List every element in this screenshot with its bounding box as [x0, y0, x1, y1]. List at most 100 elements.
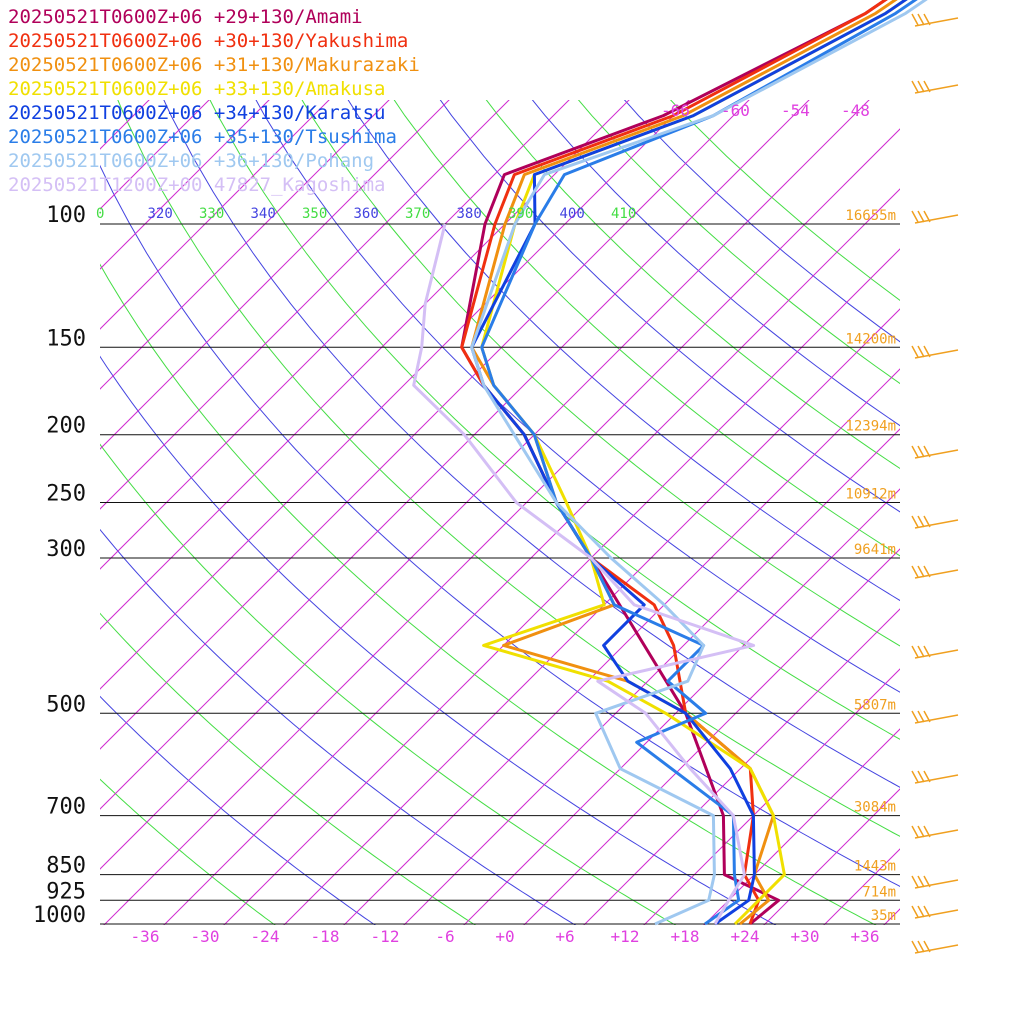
legend-entry: 20250521T0600Z+06 +35+130/Tsushima	[8, 126, 397, 148]
dry-adiabat-line	[347, 100, 900, 602]
sounding-line	[470, 0, 908, 926]
dry-adiabat-line	[100, 164, 900, 888]
isotherm-line	[100, 100, 870, 870]
legend-entry: 20250521T0600Z+06 +34+130/Karatsu	[8, 102, 386, 124]
isotherm-line	[100, 100, 630, 630]
dry-adiabats	[100, 100, 900, 925]
isotherm-line	[100, 100, 690, 690]
height-label: 9641m	[854, 542, 896, 558]
theta-label: 370	[405, 206, 430, 222]
theta-label: 360	[354, 206, 379, 222]
wind-barb	[911, 875, 959, 889]
temperature-tick-label: -24	[251, 927, 280, 946]
temperature-tick-label: -30	[191, 927, 220, 946]
isotherm-line	[583, 608, 900, 925]
temperature-tick-label: +6	[555, 927, 574, 946]
isotherm-line	[703, 728, 900, 925]
isotherm-top-label: -60	[721, 101, 750, 120]
isotherm-line	[763, 788, 900, 925]
isotherm-line	[100, 100, 510, 510]
height-label: 16655m	[845, 208, 896, 224]
theta-label: 340	[251, 206, 276, 222]
isotherm-line	[163, 188, 900, 925]
wind-barbs	[911, 13, 959, 954]
wind-barb	[911, 905, 959, 919]
theta-label: 320	[148, 206, 173, 222]
height-label: 35m	[871, 908, 896, 924]
isotherm-top-label: -66	[661, 101, 690, 120]
isotherm-line	[223, 248, 900, 925]
height-label: 1443m	[854, 859, 896, 875]
dry-adiabat-line	[100, 443, 677, 925]
pressure-label: 1000	[33, 903, 86, 928]
dry-adiabat-line	[100, 528, 577, 925]
isotherm-top-label: -54	[781, 101, 810, 120]
isotherm-line	[100, 100, 270, 270]
isotherm-line	[283, 308, 900, 925]
height-label: 14200m	[845, 331, 896, 347]
wind-barb	[911, 825, 959, 839]
pressure-label: 250	[46, 482, 86, 507]
wind-barb	[911, 710, 959, 724]
pressure-label: 150	[46, 326, 86, 351]
isotherm-line	[643, 668, 900, 925]
legend-entry: 20250521T1200Z+00 47827_Kagoshima	[8, 174, 386, 196]
theta-label: 330	[199, 206, 224, 222]
wind-barb	[911, 345, 959, 359]
temperature-tick-label: +12	[611, 927, 640, 946]
wind-barb	[911, 645, 959, 659]
dry-adiabat-line	[209, 100, 900, 740]
isotherm-line	[100, 100, 210, 210]
dry-adiabat-line	[623, 100, 900, 343]
pressure-label: 500	[46, 692, 86, 717]
height-label: 5807m	[854, 697, 896, 713]
pressure-label: 700	[46, 795, 86, 820]
height-label: 12394m	[845, 419, 896, 435]
dry-adiabat-line	[100, 263, 877, 925]
theta-label: 400	[560, 206, 585, 222]
wind-barb	[911, 80, 959, 94]
dry-adiabat-line	[393, 100, 900, 557]
temperature-tick-label: +24	[731, 927, 760, 946]
dry-adiabat-line	[100, 612, 476, 925]
temperature-tick-label: +30	[791, 927, 820, 946]
temperature-tick-label: +0	[495, 927, 514, 946]
theta-label: 380	[457, 206, 482, 222]
theta-label: 350	[302, 206, 327, 222]
wind-barb	[911, 445, 959, 459]
sounding-line	[412, 223, 756, 925]
legend-entry: 20250521T0600Z+06 +31+130/Makurazaki	[8, 54, 420, 76]
legend-entry: 20250521T0600Z+06 +29+130/Amami	[8, 6, 363, 28]
wind-barb	[911, 210, 959, 224]
theta-label: 0	[96, 206, 104, 222]
dry-adiabat-line	[100, 778, 276, 925]
dry-adiabat-line	[439, 100, 900, 513]
temperature-tick-label: -6	[435, 927, 454, 946]
dry-adiabat-line	[117, 100, 900, 837]
isotherm-line	[100, 100, 390, 390]
height-label: 3084m	[854, 800, 896, 816]
isotherm-line	[103, 128, 900, 925]
legend-entry: 20250521T0600Z+06 +30+130/Yakushima	[8, 30, 408, 52]
temperature-tick-label: +18	[671, 927, 700, 946]
dry-adiabat-line	[100, 355, 777, 925]
height-label: 714m	[862, 884, 896, 900]
legend-entry: 20250521T0600Z+06 +33+130/Amakusa	[8, 78, 386, 100]
isotherm-line	[343, 368, 900, 925]
dry-adiabat-line	[301, 100, 900, 647]
isotherm-line	[403, 428, 900, 925]
pressure-label: 300	[46, 537, 86, 562]
pressure-gridlines	[100, 223, 900, 925]
sounding-line	[470, 0, 898, 926]
dry-adiabat-line	[100, 695, 376, 925]
pressure-label: 200	[46, 414, 86, 439]
wind-barb	[911, 13, 959, 27]
wind-barb	[911, 770, 959, 784]
temperature-tick-label: -12	[371, 927, 400, 946]
temperature-tick-label: -36	[131, 927, 160, 946]
pressure-label: 850	[46, 854, 86, 879]
isotherm-top-label: -48	[841, 101, 870, 120]
height-label: 10912m	[845, 487, 896, 503]
